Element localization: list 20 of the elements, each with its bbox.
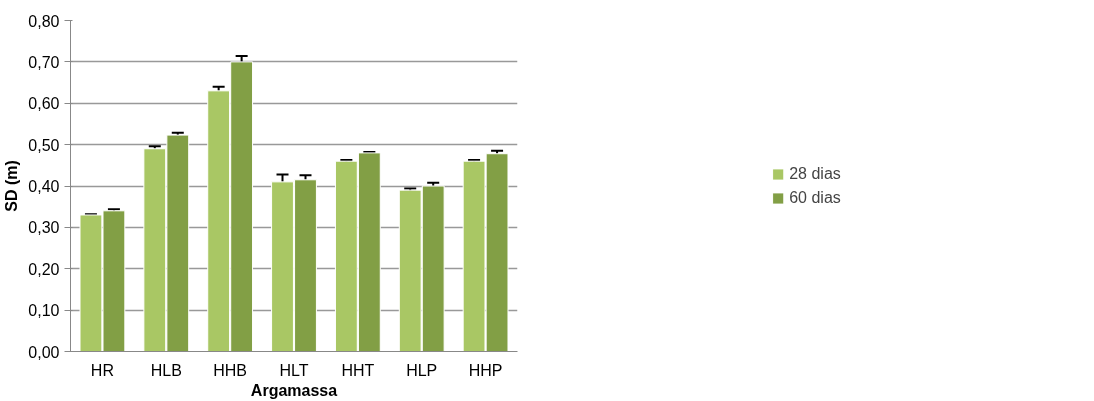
legend-label: 60 dias (789, 188, 841, 207)
x-axis-title: Argamassa (250, 381, 338, 399)
y-tick-label: 0,20 (28, 260, 60, 278)
x-tick-label: HLP (406, 361, 438, 379)
y-tick-label: 0,50 (28, 136, 60, 154)
x-tick-label: HHB (213, 361, 248, 379)
y-tick-label: 0,80 (28, 12, 60, 30)
y-tick-label: 0,70 (28, 53, 60, 71)
y-axis-title: SD (m) (3, 160, 21, 212)
y-tick-label: 0,60 (28, 95, 60, 113)
x-tick-label: HLB (150, 361, 182, 379)
x-tick-label: HHT (341, 361, 375, 379)
y-tick-label: 0,30 (28, 219, 60, 237)
legend-label: 28 dias (789, 164, 841, 183)
x-tick-label: HLT (279, 361, 309, 379)
x-tick-label: HR (90, 361, 114, 379)
y-tick-label: 0,00 (28, 343, 60, 361)
y-tick-label: 0,40 (28, 178, 60, 195)
x-tick-label: HHP (468, 361, 503, 379)
y-tick-label: 0,10 (28, 302, 60, 320)
